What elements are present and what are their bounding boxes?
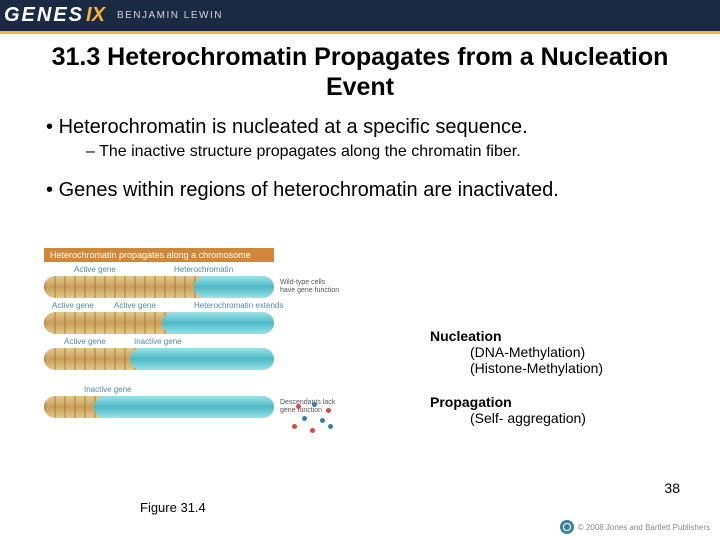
label-active-gene-3: Active gene [114, 301, 156, 310]
author-name: BENJAMIN LEWIN [117, 10, 223, 21]
copyright: © 2008 Jones and Bartlett Publishers [560, 520, 710, 534]
bullet-1-sub: The inactive structure propagates along … [86, 143, 690, 161]
logo-suffix: IX [86, 4, 105, 27]
chromatin-icon [44, 396, 274, 418]
hetero-segment-icon [130, 348, 274, 370]
figure-caption: Figure 31.4 [140, 500, 206, 515]
chromatin-icon [44, 348, 274, 370]
publisher-logo-icon [560, 520, 574, 534]
header-bar: GENES IX BENJAMIN LEWIN [0, 0, 720, 34]
logo-text: GENES [4, 4, 84, 27]
chromatin-row-3: Active gene Inactive gene [44, 348, 394, 370]
note-dna-meth: (DNA-Methylation) [470, 344, 603, 360]
side-notes: Nucleation (DNA-Methylation) (Histone-Me… [430, 310, 603, 426]
side-note-1: Wild-type cells have gene function [280, 279, 340, 294]
figure: Heterochromatin propagates along a chrom… [44, 248, 394, 418]
figure-title-bar: Heterochromatin propagates along a chrom… [44, 248, 274, 262]
chromatin-icon [44, 276, 274, 298]
bullet-1: Heterochromatin is nucleated at a specif… [46, 116, 690, 139]
label-active-gene: Active gene [74, 265, 116, 274]
note-self-agg: (Self- aggregation) [470, 410, 603, 426]
chromatin-row-4: Inactive gene Descendants lack gene func… [44, 396, 394, 418]
label-inactive-gene-2: Inactive gene [84, 385, 132, 394]
chromatin-row-1: Active gene Heterochromatin Wild-type ce… [44, 276, 394, 298]
hetero-segment-icon [194, 276, 274, 298]
copyright-text: © 2008 Jones and Bartlett Publishers [578, 523, 710, 532]
protein-dots-icon [290, 400, 340, 436]
note-histone-meth: (Histone-Methylation) [470, 360, 603, 376]
label-extends: Heterochromatin extends [194, 301, 283, 310]
page-number: 38 [664, 480, 680, 496]
hetero-segment-icon [94, 396, 274, 418]
chromatin-icon [44, 312, 274, 334]
label-heterochromatin: Heterochromatin [174, 265, 233, 274]
chromatin-row-2: Active gene Active gene Heterochromatin … [44, 312, 394, 334]
bullet-2: Genes within regions of heterochromatin … [46, 179, 690, 202]
bullet-list: Heterochromatin is nucleated at a specif… [30, 116, 690, 202]
label-active-gene-4: Active gene [64, 337, 106, 346]
note-propagation: Propagation [430, 394, 603, 410]
label-inactive-gene: Inactive gene [134, 337, 182, 346]
slide-title: 31.3 Heterochromatin Propagates from a N… [40, 42, 680, 102]
label-active-gene-2: Active gene [52, 301, 94, 310]
note-nucleation: Nucleation [430, 328, 603, 344]
hetero-segment-icon [162, 312, 274, 334]
